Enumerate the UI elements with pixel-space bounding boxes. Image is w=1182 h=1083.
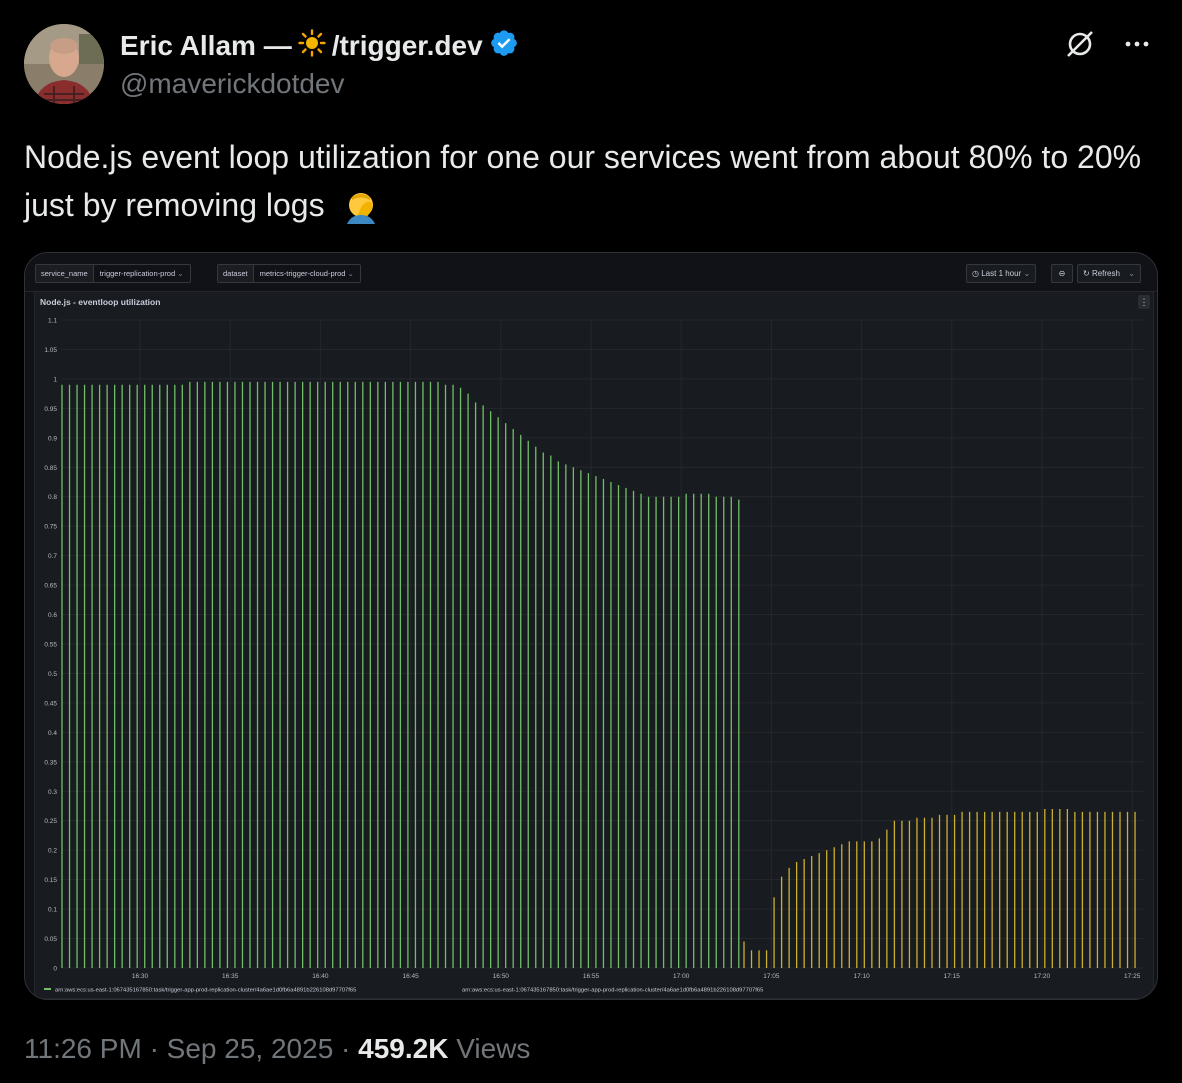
x-tick-label: 17:20 xyxy=(1034,973,1051,980)
filter-dataset[interactable]: dataset metrics-trigger-cloud-prod ⌄ xyxy=(217,264,361,283)
legend-label-series-2: arn:aws:ecs:us-east-1:067435167850:task/… xyxy=(462,988,763,994)
tweet-time[interactable]: 11:26 PM xyxy=(24,1033,142,1064)
chevron-down-icon: ⌄ xyxy=(347,269,354,278)
zoom-out-button[interactable]: ⊖ xyxy=(1051,264,1073,283)
tweet-body: Node.js event loop utilization for one o… xyxy=(24,139,1142,223)
y-tick-label: 1.1 xyxy=(48,318,57,325)
tweet-meta: 11:26 PM · Sep 25, 2025 · 459.2K Views xyxy=(24,1033,530,1065)
refresh-icon: ↻ xyxy=(1083,269,1090,278)
filter-service-name[interactable]: service_name trigger-replication-prod ⌄ xyxy=(35,264,191,283)
y-tick-label: 0.65 xyxy=(44,583,57,590)
x-tick-label: 17:05 xyxy=(763,973,780,980)
y-tick-label: 0.45 xyxy=(44,700,57,707)
x-tick-label: 17:25 xyxy=(1124,973,1141,980)
x-tick-label: 16:50 xyxy=(493,973,510,980)
filter-key: dataset xyxy=(218,265,254,282)
panel-title: Node.js - eventloop utilization xyxy=(40,297,161,307)
y-tick-label: 0 xyxy=(53,966,57,973)
views-label: Views xyxy=(456,1033,531,1064)
y-tick-label: 0.8 xyxy=(48,494,57,501)
filter-key: service_name xyxy=(36,265,94,282)
y-tick-label: 0.2 xyxy=(48,848,57,855)
y-tick-label: 1 xyxy=(53,376,57,383)
time-range-picker[interactable]: ◷ Last 1 hour ⌄ xyxy=(966,264,1037,283)
chart-panel: Node.js - eventloop utilization ⋮ 1.1 1.0… xyxy=(34,291,1154,999)
chevron-down-icon: ⌄ xyxy=(1128,269,1135,278)
y-tick-label: 0.9 xyxy=(48,435,57,442)
face-palm-emoji xyxy=(343,188,379,237)
filter-value: trigger-replication-prod ⌄ xyxy=(99,269,184,278)
avatar[interactable] xyxy=(24,24,104,104)
y-tick-label: 1.05 xyxy=(44,347,57,354)
views-count: 459.2K xyxy=(358,1033,449,1064)
chevron-down-icon: ⌄ xyxy=(1023,269,1031,278)
eventloop-chart: 1.1 1.05 1 0.95 0.9 0.85 0.8 0.75 0.7 0.65 0.6 0.55… xyxy=(44,318,1143,994)
author-name-suffix[interactable]: /trigger.dev xyxy=(331,29,483,61)
y-tick-label: 0.35 xyxy=(44,759,57,766)
x-tick-label: 16:40 xyxy=(312,973,329,980)
refresh-button[interactable]: ↻ Refresh ⌄ xyxy=(1077,264,1141,283)
tweet-date[interactable]: Sep 25, 2025 xyxy=(166,1033,334,1064)
refresh-label: Refresh xyxy=(1091,269,1120,278)
filter-value: metrics-trigger-cloud-prod ⌄ xyxy=(259,269,354,278)
y-tick-label: 0.5 xyxy=(48,671,57,678)
more-icon[interactable] xyxy=(1122,29,1152,64)
y-tick-label: 0.4 xyxy=(48,730,57,737)
x-tick-label: 16:55 xyxy=(583,973,600,980)
x-tick-label: 16:30 xyxy=(132,973,149,980)
verified-badge-icon xyxy=(489,28,519,63)
y-tick-label: 0.95 xyxy=(44,406,57,413)
tweet-media-dashboard[interactable]: service_name trigger-replication-prod ⌄ … xyxy=(24,252,1158,1000)
time-range-label: Last 1 hour xyxy=(981,269,1022,278)
author-handle[interactable]: @maverickdotdev xyxy=(120,68,345,99)
x-tick-label: 17:15 xyxy=(944,973,961,980)
x-tick-label: 17:00 xyxy=(673,973,690,980)
y-tick-label: 0.7 xyxy=(48,553,57,560)
x-tick-label: 16:45 xyxy=(402,973,419,980)
separator: · xyxy=(341,1033,351,1064)
clock-icon: ◷ xyxy=(972,269,979,278)
y-tick-label: 0.85 xyxy=(44,465,57,472)
zoom-out-icon: ⊖ xyxy=(1058,269,1066,278)
y-tick-label: 0.05 xyxy=(44,936,57,943)
legend-swatch-series-1 xyxy=(44,988,51,990)
tweet-actions-top xyxy=(1064,28,1152,65)
tweet-text: Node.js event loop utilization for one o… xyxy=(24,133,1164,237)
legend-label-series-1: arn:aws:ecs:us-east-1:067435167850:task/… xyxy=(55,988,356,994)
y-tick-label: 0.6 xyxy=(48,612,57,619)
author-name-row[interactable]: Eric Allam — /trigger.dev xyxy=(120,28,519,63)
panel-menu-icon[interactable]: ⋮ xyxy=(1138,295,1150,309)
grok-icon[interactable] xyxy=(1064,28,1096,65)
dashboard-toolbar: service_name trigger-replication-prod ⌄ … xyxy=(25,253,1157,292)
x-tick-label: 17:10 xyxy=(853,973,870,980)
y-tick-label: 0.3 xyxy=(48,789,57,796)
chevron-down-icon: ⌄ xyxy=(177,269,184,278)
y-tick-label: 0.25 xyxy=(44,818,57,825)
author-name[interactable]: Eric Allam — xyxy=(120,29,292,61)
y-tick-label: 0.55 xyxy=(44,642,57,649)
separator: · xyxy=(149,1033,159,1064)
x-tick-label: 16:35 xyxy=(222,973,239,980)
y-tick-label: 0.1 xyxy=(48,907,57,914)
y-tick-label: 0.75 xyxy=(44,524,57,531)
sun-icon xyxy=(298,29,326,62)
y-tick-label: 0.15 xyxy=(44,877,57,884)
